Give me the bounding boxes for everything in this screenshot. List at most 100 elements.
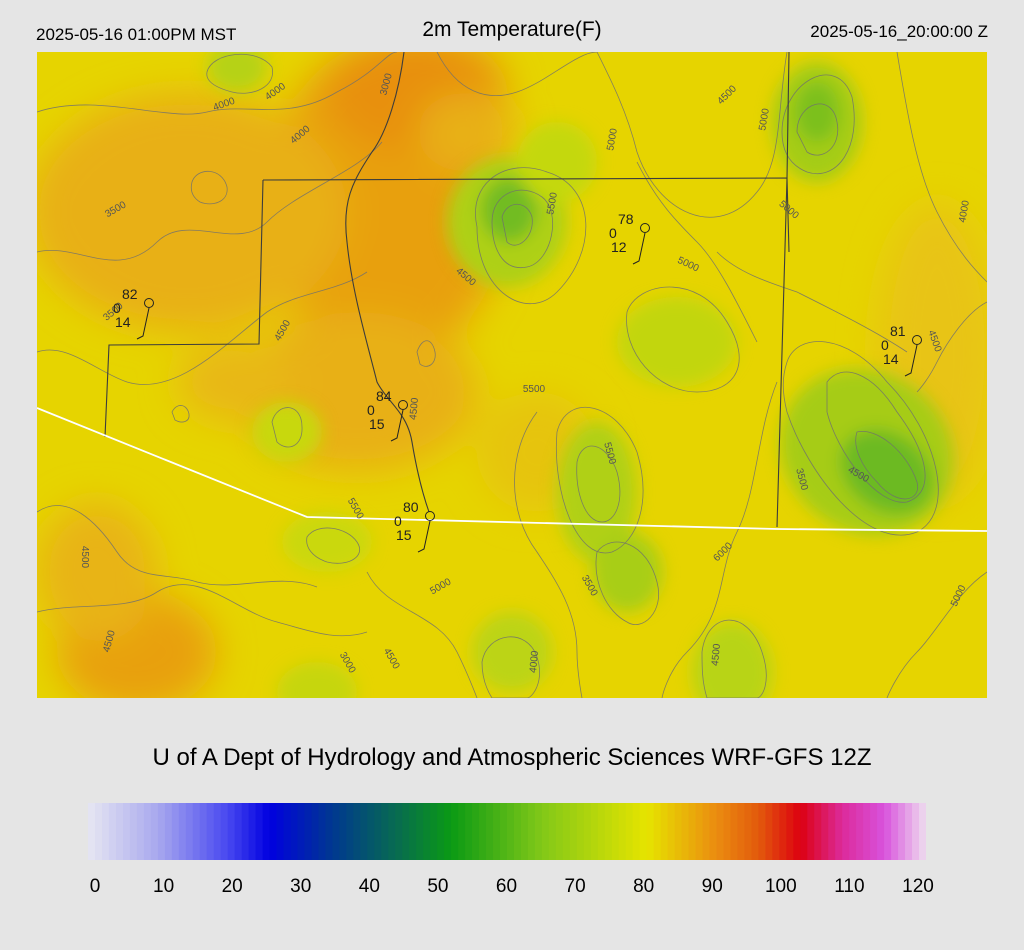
contour-label: 4500 [408,397,421,421]
colorbar-cell [451,803,459,860]
station-temperature: 80 [403,499,419,515]
colorbar-cell [318,803,327,860]
elevation-contours [37,52,987,698]
colorbar-cell [269,803,278,860]
station-wind: 0 [113,300,121,316]
colorbar-tick-label: 10 [153,876,175,897]
boundaries [104,52,790,528]
colorbar-tick-label: 20 [221,876,243,897]
contour-label: 4500 [710,643,723,667]
station-wind: 0 [881,337,889,353]
colorbar-cell [898,803,906,860]
map-title: 2m Temperature(F) [422,18,602,41]
station-wind: 0 [394,513,402,529]
colorbar-cell [143,803,152,860]
colorbar-cell [241,803,250,860]
colorbar-cell [702,803,711,860]
colorbar-cell [758,803,766,860]
cool-terrain-shading [207,52,954,698]
colorbar-cell [618,803,627,860]
colorbar-cell [262,803,271,860]
colorbar-cell [353,803,361,860]
colorbar-cell [905,803,913,860]
colorbar-cell [877,803,885,860]
colorbar-cell [234,803,243,860]
color-scale-bar [88,803,926,860]
colorbar-cell [206,803,215,860]
colorbar-cell [101,803,110,860]
wind-barb [632,232,646,265]
colorbar-cell [388,803,396,860]
station-temperature: 81 [890,323,906,339]
local-time-label: 2025-05-16 01:00PM MST [36,25,237,44]
station-temperature: 78 [618,211,634,227]
colorbar-cell [192,803,201,860]
wind-barb [390,409,404,442]
colorbar-cell [339,803,347,860]
colorbar-cell [849,803,857,860]
contour-label: 4000 [528,650,541,674]
colorbar-cell [346,803,354,860]
colorbar-cell [548,803,557,860]
colorbar-cell [695,803,704,860]
colorbar-cell [807,803,815,860]
colorbar-cell [611,803,620,860]
colorbar-cell [569,803,578,860]
colorbar-cell [814,803,822,860]
colorbar-cell [157,803,166,860]
contour-label: 5000 [757,107,772,131]
contour-label: 5500 [545,191,560,215]
station-temperature: 82 [122,286,138,302]
colorbar-cell [779,803,787,860]
station-dewpoint: 15 [369,416,385,432]
colorbar-cell [716,803,725,860]
colorbar-cell [765,803,773,860]
colorbar-cell [730,803,739,860]
colorbar-cell [856,803,864,860]
contour-label: 4000 [957,199,972,223]
colorbar-cell [297,803,306,860]
colorbar-cell [527,803,536,860]
colorbar-cell [479,803,487,860]
colorbar-cell [828,803,836,860]
colorbar-cell [430,803,438,860]
colorbar-cell [597,803,606,860]
colorbar-tick-label: 70 [564,876,586,897]
station-dewpoint: 14 [883,351,899,367]
colorbar-cell [129,803,138,860]
border-line [37,407,987,532]
station-dewpoint: 15 [396,527,412,543]
colorbar-cell [821,803,829,860]
colorbar-tick-label: 30 [290,876,312,897]
colorbar-cell [891,803,899,860]
credit-line: U of A Dept of Hydrology and Atmospheric… [152,744,872,771]
colorbar-cell [520,803,529,860]
colorbar-tick-label: 0 [89,876,101,897]
colorbar-cell [220,803,229,860]
colorbar-cell [472,803,480,860]
colorbar-cell [88,803,96,860]
colorbar-cell [171,803,180,860]
colorbar-cell [660,803,669,860]
colorbar-cell [646,803,655,860]
colorbar-cell [276,803,285,860]
colorbar-cell [311,803,320,860]
colorbar-cell [562,803,571,860]
contour-label: 5000 [605,127,620,151]
colorbar-cell [367,803,375,860]
colorbar-cell [835,803,843,860]
colorbar-cell [723,803,732,860]
colorbar-tick-label: 90 [701,876,723,897]
colorbar-cell [185,803,194,860]
colorbar-cell [842,803,850,860]
colorbar-cell [136,803,145,860]
station-circle [425,511,435,521]
colorbar-cell [458,803,466,860]
colorbar-cell [786,803,794,860]
colorbar-cell [360,803,368,860]
